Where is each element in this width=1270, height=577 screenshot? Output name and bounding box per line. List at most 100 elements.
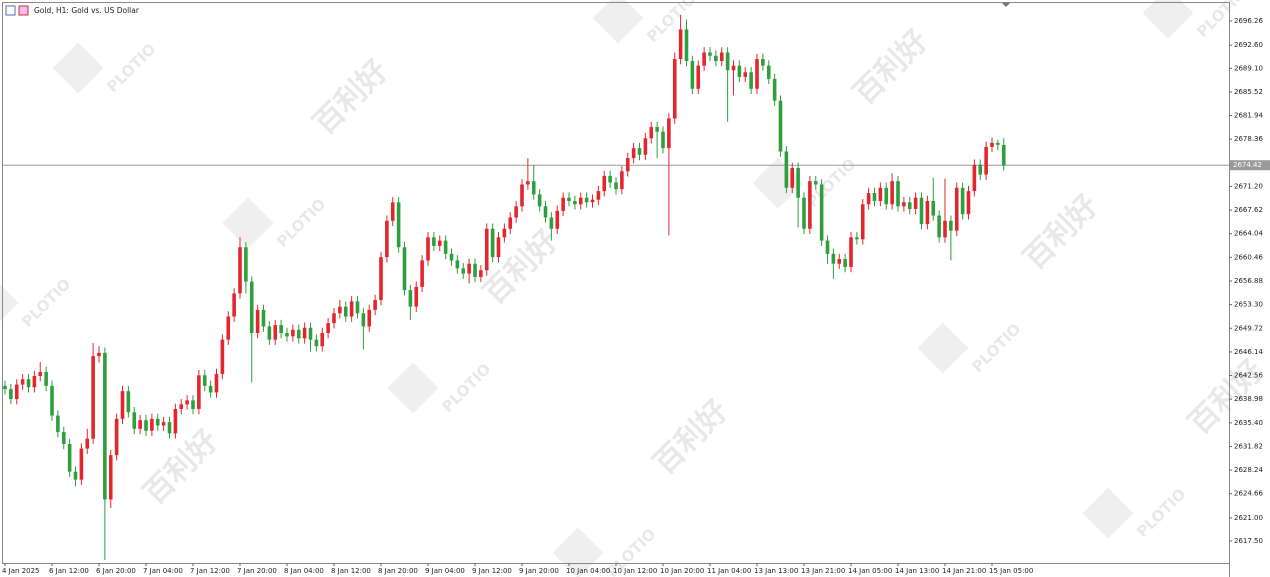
- candle-body: [984, 146, 988, 175]
- candle-body: [802, 197, 806, 229]
- candle-body: [860, 204, 865, 240]
- candle-body: [508, 217, 513, 229]
- candle-body: [761, 59, 765, 66]
- y-tick-label: 2656.88: [1234, 277, 1263, 285]
- candle-body: [602, 175, 607, 192]
- x-tick-label: 9 Jan 04:00: [425, 567, 465, 575]
- candle-body: [737, 65, 742, 77]
- candle-body: [144, 420, 148, 431]
- candle-body: [314, 339, 319, 347]
- y-tick-label: 2621.00: [1234, 514, 1263, 522]
- candle-body: [714, 55, 718, 62]
- candle-body: [167, 422, 172, 434]
- candle-body: [367, 309, 372, 327]
- candle-body: [954, 187, 959, 231]
- y-tick-label: 2671.20: [1234, 182, 1263, 190]
- candle-body: [925, 201, 930, 225]
- x-tick-label: 10 Jan 12:00: [613, 567, 657, 575]
- candle-body: [473, 263, 477, 277]
- candle-body: [396, 202, 401, 248]
- candle-body: [484, 228, 489, 271]
- candle-body: [279, 325, 283, 334]
- candle-body: [996, 142, 1000, 145]
- icon[interactable]: [18, 5, 29, 16]
- candle-body: [455, 260, 460, 269]
- candle-body: [443, 240, 448, 254]
- candle-body: [85, 438, 90, 449]
- candle-body: [267, 326, 272, 340]
- y-tick-label: 2653.30: [1234, 301, 1263, 309]
- watermark-mark: [592, 0, 644, 44]
- candle-body: [9, 389, 13, 400]
- candle-body: [778, 100, 783, 152]
- candle-body: [208, 385, 213, 393]
- candle-body: [173, 408, 178, 434]
- candle-body: [20, 379, 25, 385]
- candle-body: [120, 391, 125, 419]
- candle-body: [672, 59, 677, 119]
- candle-body: [3, 385, 7, 390]
- candle-body: [708, 52, 712, 56]
- candle-body: [890, 181, 894, 205]
- candle-body: [872, 193, 877, 202]
- candle-body: [937, 215, 941, 238]
- x-tick-label: 9 Jan 12:00: [472, 567, 512, 575]
- x-tick-label: 7 Jan 20:00: [237, 567, 277, 575]
- candle-body: [907, 202, 912, 209]
- candle-body: [990, 142, 994, 147]
- y-tick-label: 2617.50: [1234, 537, 1263, 545]
- candle-body: [919, 197, 924, 225]
- candle-body: [731, 65, 736, 71]
- icon[interactable]: [5, 5, 16, 16]
- candle-body: [103, 352, 107, 500]
- candle-body: [414, 286, 419, 307]
- candle-body: [743, 72, 748, 77]
- candle-body: [684, 29, 689, 62]
- shift-marker[interactable]: [1002, 3, 1010, 7]
- y-tick-label: 2635.40: [1234, 419, 1263, 427]
- current-price-box: [1230, 160, 1270, 171]
- candle-body: [931, 201, 936, 216]
- candle-body: [155, 418, 160, 426]
- candle-body: [379, 257, 383, 301]
- candle-body: [567, 197, 571, 202]
- y-tick-label: 2678.36: [1234, 135, 1263, 143]
- candle-body: [385, 220, 389, 258]
- candle-body: [590, 199, 595, 203]
- candle-body: [26, 379, 31, 388]
- candle-body: [308, 327, 313, 340]
- candle-body: [320, 333, 325, 347]
- candle-body: [150, 418, 154, 431]
- x-tick-label: 13 Jan 21:00: [801, 567, 845, 575]
- candle-body: [44, 371, 48, 386]
- candle-body: [332, 313, 336, 324]
- watermark-mark: [52, 42, 104, 94]
- candle-body: [437, 240, 442, 246]
- x-tick-label: 14 Jan 21:00: [942, 567, 986, 575]
- y-tick-label: 2624.66: [1234, 490, 1263, 498]
- candle-body: [913, 197, 918, 209]
- candle-body: [202, 375, 207, 386]
- x-tick-label: 8 Jan 12:00: [331, 567, 371, 575]
- candle-body: [502, 228, 507, 238]
- candle-body: [138, 420, 142, 429]
- y-tick-label: 2681.94: [1234, 112, 1263, 120]
- candle-body: [649, 127, 654, 139]
- candle-body: [972, 164, 977, 192]
- candle-body: [361, 313, 366, 327]
- candle-body: [56, 415, 60, 433]
- x-tick-label: 10 Jan 20:00: [660, 567, 704, 575]
- candle-body: [114, 418, 119, 456]
- candle-body: [343, 306, 348, 317]
- y-tick-label: 2696.26: [1234, 17, 1263, 25]
- candle-body: [238, 247, 242, 294]
- candle-body: [355, 301, 360, 314]
- candle-body: [949, 220, 953, 231]
- candle-body: [614, 182, 618, 190]
- candle-body: [772, 78, 777, 101]
- candle-body: [849, 237, 853, 268]
- candle-body: [38, 371, 43, 376]
- candle-body: [878, 187, 883, 202]
- candle-body: [725, 52, 730, 71]
